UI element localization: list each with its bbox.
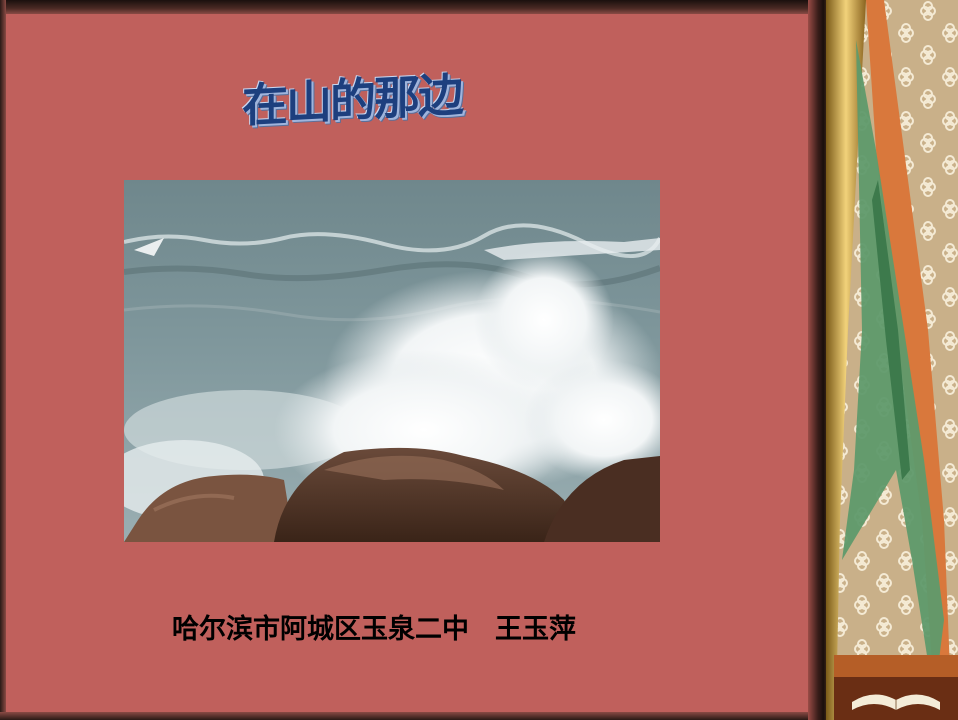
side-decoration-panel [826, 0, 958, 720]
frame-bottom-edge [0, 712, 830, 720]
slide-title: 在山的那边 [242, 67, 462, 133]
floral-ribbon-decoration [826, 0, 958, 720]
sea-wave-image [124, 180, 660, 542]
caption-school: 哈尔滨市阿城区玉泉二中 [172, 614, 469, 645]
frame-left-edge [0, 0, 6, 720]
slide-caption: 哈尔滨市阿城区玉泉二中 王玉萍 [172, 607, 692, 646]
frame-top-edge [0, 0, 830, 14]
caption-author: 王玉萍 [495, 614, 576, 645]
wave-photo [124, 180, 660, 542]
frame-right-edge [808, 0, 830, 720]
